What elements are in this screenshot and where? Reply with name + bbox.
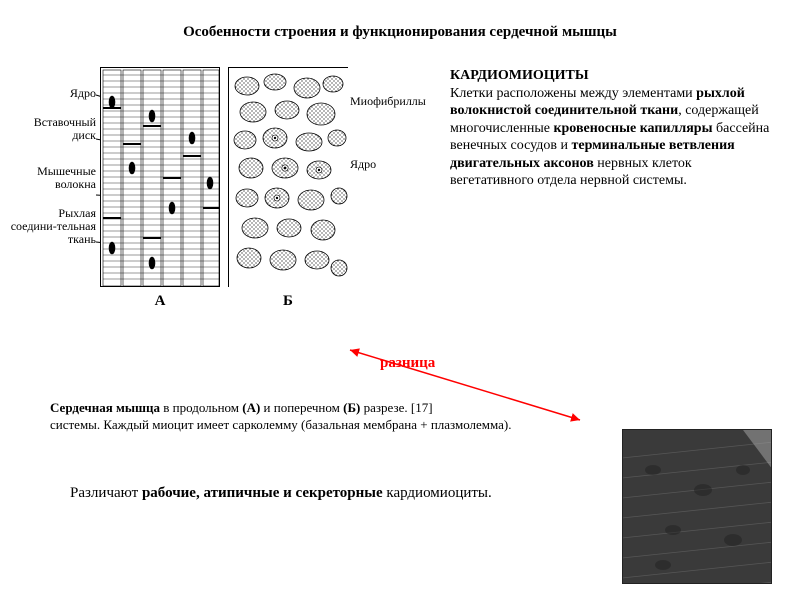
types-bold: рабочие, атипичные и секреторные bbox=[142, 485, 383, 501]
caption-mid2: и поперечном bbox=[260, 400, 343, 415]
panel-a: А bbox=[100, 67, 220, 287]
label-myofibrils: Миофибриллы bbox=[350, 95, 440, 108]
caption-mid3: разрезе. [17] bbox=[360, 400, 432, 415]
panel-b: Б bbox=[228, 67, 348, 287]
types-pre: Различают bbox=[70, 485, 142, 501]
micrograph-image bbox=[622, 429, 772, 584]
types-post: кардиомиоциты. bbox=[383, 485, 492, 501]
label-nucleus-right: Ядро bbox=[350, 158, 440, 171]
caption-block: Сердечная мышца в продольном (А) и попер… bbox=[50, 400, 580, 434]
panel-a-caption: А bbox=[101, 293, 219, 310]
content-row: Ядро Вставочный диск Мышечные волокна Ры… bbox=[0, 49, 800, 357]
diagram-area: Ядро Вставочный диск Мышечные волокна Ры… bbox=[10, 67, 440, 357]
side-line1-pre: Клетки расположены между элементами bbox=[450, 86, 696, 101]
side-heading: КАРДИОМИОЦИТЫ bbox=[450, 68, 589, 83]
caption-boldB: (Б) bbox=[343, 400, 360, 415]
side-bold2: кровеносные капилляры bbox=[553, 121, 712, 136]
page-title: Особенности строения и функционирования … bbox=[0, 0, 800, 49]
right-labels: Миофибриллы Ядро bbox=[350, 67, 440, 195]
caption-boldA: (А) bbox=[242, 400, 260, 415]
difference-label: разница bbox=[380, 355, 435, 372]
caption-bold1: Сердечная мышца bbox=[50, 400, 160, 415]
caption-line2: системы. Каждый миоцит имеет сарколемму … bbox=[50, 417, 512, 432]
types-line: Различают рабочие, атипичные и секреторн… bbox=[70, 485, 492, 502]
side-text: КАРДИОМИОЦИТЫ Клетки расположены между э… bbox=[450, 67, 790, 190]
caption-mid1: в продольном bbox=[160, 400, 242, 415]
panels: А bbox=[100, 67, 348, 287]
panel-b-caption: Б bbox=[229, 293, 347, 310]
